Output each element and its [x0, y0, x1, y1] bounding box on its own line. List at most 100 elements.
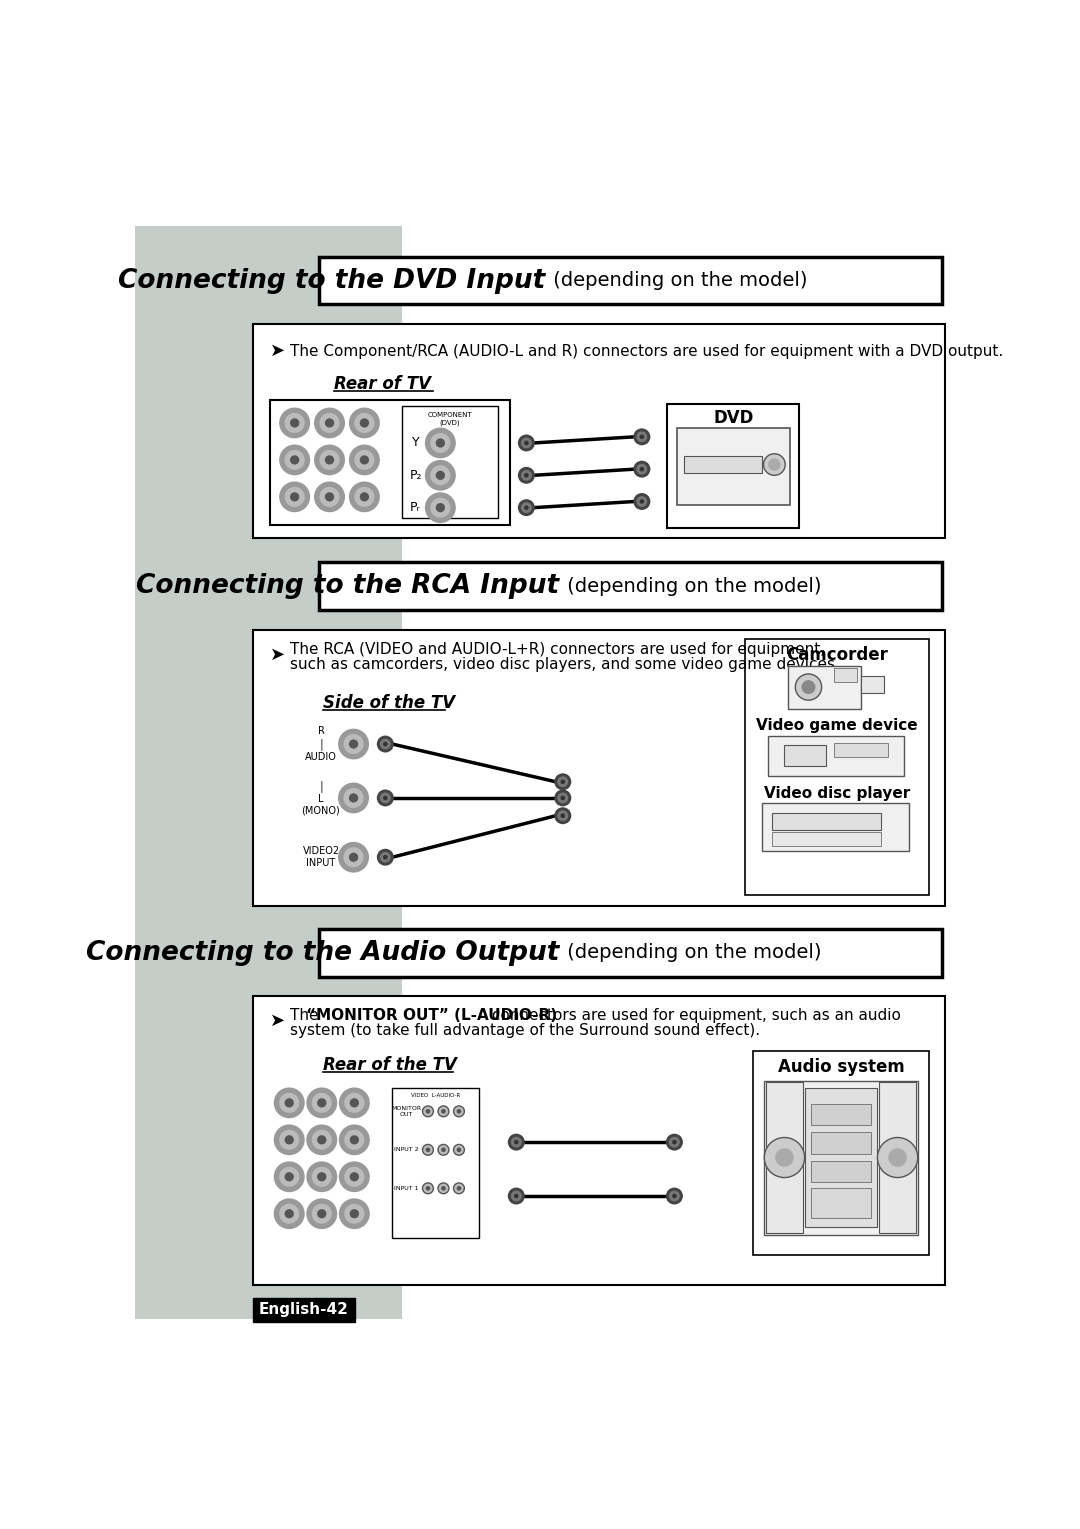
Circle shape: [284, 450, 305, 469]
Circle shape: [672, 1194, 677, 1199]
Circle shape: [517, 498, 535, 517]
Circle shape: [426, 1187, 430, 1191]
Circle shape: [339, 1124, 369, 1156]
Circle shape: [424, 492, 456, 523]
Text: Video game device: Video game device: [756, 719, 918, 732]
Circle shape: [554, 789, 571, 806]
Circle shape: [454, 1105, 464, 1116]
Text: ➤: ➤: [270, 645, 285, 664]
Circle shape: [454, 1144, 464, 1156]
Circle shape: [669, 1191, 679, 1202]
Circle shape: [639, 434, 644, 439]
Circle shape: [441, 1109, 446, 1113]
Circle shape: [435, 439, 445, 448]
Circle shape: [666, 1133, 683, 1151]
Text: Audio system: Audio system: [778, 1058, 904, 1076]
Circle shape: [312, 1203, 332, 1223]
Bar: [811, 1131, 872, 1154]
Circle shape: [349, 408, 380, 439]
Circle shape: [775, 1148, 794, 1167]
Circle shape: [360, 492, 369, 502]
Text: ➤: ➤: [270, 1012, 285, 1029]
Circle shape: [557, 792, 568, 803]
Circle shape: [524, 440, 529, 445]
Circle shape: [343, 734, 364, 754]
Bar: [861, 676, 885, 693]
Text: │
L
(MONO): │ L (MONO): [301, 780, 340, 815]
Bar: [320, 563, 942, 610]
Text: P₂: P₂: [409, 469, 422, 482]
Circle shape: [279, 445, 310, 476]
Circle shape: [377, 735, 394, 752]
Bar: [772, 812, 880, 830]
Circle shape: [273, 1087, 305, 1118]
Text: Side of the TV: Side of the TV: [323, 694, 455, 713]
Circle shape: [422, 1105, 433, 1116]
Circle shape: [426, 1148, 430, 1153]
Bar: [787, 667, 861, 708]
Circle shape: [345, 1203, 364, 1223]
Circle shape: [345, 1130, 364, 1150]
Circle shape: [438, 1183, 449, 1194]
Circle shape: [343, 787, 364, 807]
Bar: [253, 995, 945, 1284]
Bar: [811, 1188, 872, 1217]
Circle shape: [279, 1130, 299, 1150]
Circle shape: [430, 465, 450, 485]
Text: Pᵣ: Pᵣ: [410, 502, 421, 514]
Circle shape: [284, 413, 305, 433]
Circle shape: [889, 1148, 907, 1167]
Text: Rear of the TV: Rear of the TV: [323, 1057, 457, 1075]
Circle shape: [424, 428, 456, 459]
Circle shape: [508, 1133, 525, 1151]
Text: INPUT 2: INPUT 2: [394, 1147, 419, 1153]
Circle shape: [325, 419, 334, 428]
Circle shape: [273, 1162, 305, 1193]
Circle shape: [383, 795, 388, 800]
Circle shape: [454, 1183, 464, 1194]
Bar: [765, 1081, 918, 1234]
Text: such as camcorders, video disc players, and some video game devices.: such as camcorders, video disc players, …: [291, 657, 840, 673]
Circle shape: [377, 789, 394, 806]
Bar: [879, 1083, 916, 1232]
Bar: [811, 1104, 872, 1125]
Circle shape: [350, 1098, 359, 1107]
Text: Y: Y: [411, 436, 419, 450]
Text: Connecting to the RCA Input: Connecting to the RCA Input: [136, 573, 559, 599]
Circle shape: [383, 855, 388, 859]
Text: (depending on the model): (depending on the model): [561, 943, 822, 962]
Circle shape: [380, 852, 391, 862]
Circle shape: [349, 794, 359, 803]
Text: (depending on the model): (depending on the model): [561, 576, 822, 596]
Circle shape: [279, 1203, 299, 1223]
Bar: [392, 1089, 480, 1238]
Circle shape: [377, 849, 394, 865]
Text: MONITOR
OUT: MONITOR OUT: [391, 1105, 421, 1116]
Circle shape: [349, 853, 359, 862]
Circle shape: [273, 1124, 305, 1156]
Circle shape: [639, 466, 644, 471]
Circle shape: [339, 1087, 369, 1118]
Circle shape: [636, 463, 647, 474]
Bar: [745, 639, 930, 894]
Bar: [253, 630, 945, 905]
Circle shape: [279, 1093, 299, 1113]
Circle shape: [633, 492, 650, 511]
Circle shape: [672, 1139, 677, 1144]
Circle shape: [320, 486, 339, 508]
Circle shape: [349, 445, 380, 476]
Bar: [753, 1052, 930, 1255]
Circle shape: [312, 1130, 332, 1150]
Circle shape: [666, 1188, 683, 1205]
Circle shape: [768, 459, 781, 471]
Bar: [685, 456, 762, 472]
Bar: [320, 257, 942, 304]
Circle shape: [514, 1139, 518, 1144]
Circle shape: [669, 1136, 679, 1148]
Bar: [772, 832, 880, 846]
Text: R
│
AUDIO: R │ AUDIO: [305, 726, 337, 761]
Circle shape: [426, 1109, 430, 1113]
Bar: [784, 745, 826, 766]
Text: (DVD): (DVD): [440, 419, 460, 427]
Circle shape: [765, 1138, 805, 1177]
